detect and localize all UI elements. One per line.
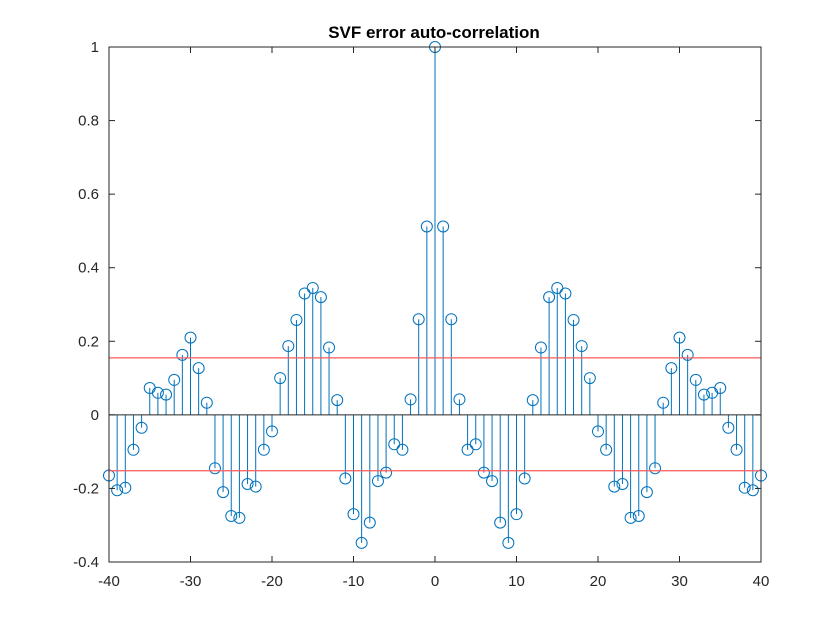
stem-marker xyxy=(298,287,311,300)
stem-marker xyxy=(225,510,238,523)
stem-marker xyxy=(380,466,393,479)
chart-title: SVF error auto-correlation xyxy=(328,23,540,42)
stem-marker xyxy=(673,331,686,344)
stem-marker xyxy=(543,291,556,304)
stem-marker xyxy=(567,313,580,326)
x-tick-label: 40 xyxy=(753,573,770,590)
stem-marker xyxy=(657,396,670,409)
stem-marker xyxy=(135,421,148,434)
stem-marker xyxy=(453,393,466,406)
x-tick-label: 0 xyxy=(431,573,439,590)
stem-marker xyxy=(649,462,662,475)
stem-marker xyxy=(730,443,743,456)
y-tick-label: 0.2 xyxy=(78,333,99,350)
stem-marker xyxy=(437,220,450,233)
y-tick-label: 0.4 xyxy=(78,260,99,277)
stem-marker xyxy=(689,373,702,386)
stem-marker xyxy=(746,484,759,497)
stem-marker xyxy=(388,438,401,451)
stem-marker xyxy=(697,388,710,401)
stem-marker xyxy=(518,472,531,485)
stem-marker xyxy=(583,372,596,385)
x-tick-label: -20 xyxy=(261,573,283,590)
stem-marker xyxy=(355,536,368,549)
stem-marker xyxy=(714,382,727,395)
stem-marker xyxy=(168,373,181,386)
stem-marker xyxy=(592,425,604,438)
stem-marker xyxy=(534,341,547,354)
stem-marker xyxy=(396,443,409,456)
x-tick-label: 20 xyxy=(590,573,607,590)
stem-marker xyxy=(502,536,515,549)
stem-marker xyxy=(290,313,303,326)
y-tick-label: 0 xyxy=(91,407,99,424)
stems-layer xyxy=(103,41,767,549)
stem-marker xyxy=(339,472,352,485)
stem-marker xyxy=(192,362,205,375)
stem-marker xyxy=(640,486,653,499)
stem-marker xyxy=(306,281,319,294)
x-tick-label: -40 xyxy=(98,573,120,590)
stem-marker xyxy=(371,475,384,488)
stem-marker xyxy=(208,462,221,475)
stem-marker xyxy=(510,508,523,521)
stem-marker xyxy=(526,394,539,407)
y-tick-label: -0.4 xyxy=(73,554,99,571)
stem-marker xyxy=(608,480,621,493)
stem-marker xyxy=(184,331,197,344)
x-tick-label: 10 xyxy=(508,573,525,590)
stem-marker xyxy=(600,443,613,456)
x-tick-label: 30 xyxy=(671,573,688,590)
stem-marker xyxy=(494,516,507,529)
stem-marker xyxy=(559,287,572,300)
stem-marker xyxy=(241,478,254,491)
stem-marker xyxy=(217,486,230,499)
stem-marker xyxy=(551,281,564,294)
stem-marker xyxy=(616,478,629,491)
stem-marker xyxy=(274,372,287,385)
stem-marker xyxy=(477,466,490,479)
stem-marker xyxy=(486,475,499,488)
stem-marker xyxy=(323,341,336,354)
stem-marker xyxy=(282,340,295,353)
stem-marker xyxy=(257,443,270,456)
stem-marker xyxy=(233,511,246,524)
x-tick-label: -10 xyxy=(343,573,365,590)
axes-layer: -40 -30 -20 -10 0 10 20 30 40 -0.4 -0.2 0 0.2 0.4 0.6 0… xyxy=(73,39,769,590)
stem-marker xyxy=(119,481,132,494)
stem-marker xyxy=(412,313,425,326)
stem-marker xyxy=(347,508,360,521)
stem-marker xyxy=(624,511,637,524)
stem-marker xyxy=(363,516,376,529)
stem-marker xyxy=(632,510,645,523)
y-tick-label: -0.2 xyxy=(73,480,99,497)
stem-marker xyxy=(665,362,678,375)
stem-marker xyxy=(445,313,458,326)
stem-marker xyxy=(151,386,164,399)
stem-marker xyxy=(314,291,327,304)
stem-marker xyxy=(420,220,433,233)
y-tick-label: 0.6 xyxy=(78,186,99,203)
stem-marker xyxy=(722,421,735,434)
x-tick-label: -30 xyxy=(180,573,202,590)
thresholds-layer xyxy=(109,357,761,472)
stem-marker xyxy=(111,484,124,497)
y-tick-label: 1 xyxy=(91,39,99,56)
stem-marker xyxy=(469,438,482,451)
stem-marker xyxy=(266,425,278,438)
stem-marker xyxy=(249,480,262,493)
stem-marker xyxy=(681,348,694,361)
stem-marker xyxy=(176,348,189,361)
stem-marker xyxy=(738,481,751,494)
stem-marker xyxy=(127,443,140,456)
stem-marker xyxy=(461,443,474,456)
stem-marker xyxy=(404,393,417,406)
stem-marker xyxy=(200,396,213,409)
stem-marker xyxy=(160,388,173,401)
stem-marker xyxy=(331,394,344,407)
y-tick-label: 0.8 xyxy=(78,113,99,130)
stem-marker xyxy=(575,340,588,353)
